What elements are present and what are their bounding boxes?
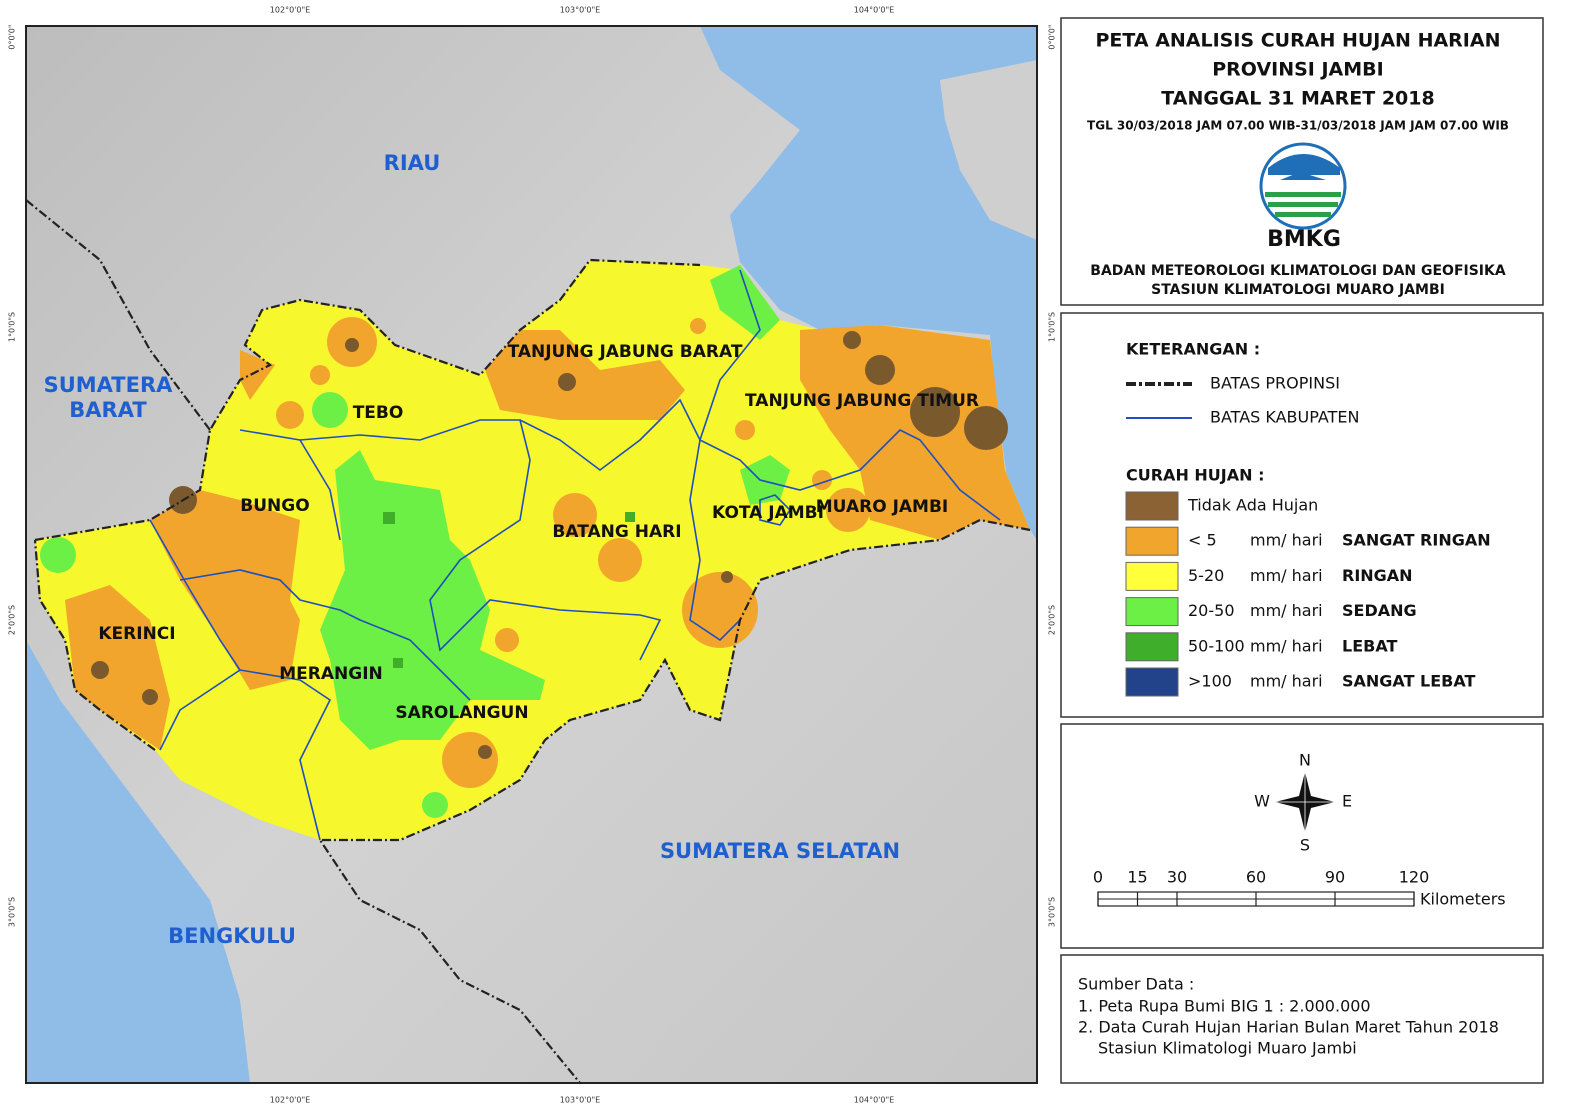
logo-text: BMKG [1267, 227, 1341, 252]
rain-dark-green [383, 512, 635, 668]
neighbor-label: BARAT [69, 398, 147, 422]
legend-class-name: SEDANG [1342, 601, 1417, 620]
legend-swatch [1125, 667, 1179, 697]
legend-unit: mm/ hari [1250, 672, 1323, 691]
regency-label: KOTA JAMBI [712, 503, 824, 523]
neighbor-label: BENGKULU [168, 924, 296, 948]
scale-tick-label: 60 [1246, 868, 1266, 887]
regency-boundaries [149, 269, 1001, 841]
title-line: TANGGAL 31 MARET 2018 [1161, 88, 1434, 110]
scale-tick-label: 90 [1325, 868, 1345, 887]
legend-range: 50-100 [1188, 636, 1245, 655]
longitude-label: 102°0'0"E [270, 6, 310, 15]
rain-green [40, 265, 790, 818]
regency-label: TANJUNG JABUNG BARAT [508, 342, 743, 362]
legend-title: KETERANGAN : [1126, 340, 1260, 359]
regency-label: MERANGIN [279, 664, 383, 684]
neighbor-label: SUMATERA [44, 373, 174, 397]
latitude-label: 1°0'0"S [8, 312, 17, 342]
compass-letter: N [1299, 751, 1311, 770]
regency-label: TANJUNG JABUNG TIMUR [745, 391, 979, 411]
source-line: 2. Data Curah Hujan Harian Bulan Maret T… [1078, 1018, 1499, 1037]
longitude-label: 103°0'0"E [560, 6, 600, 15]
scale-unit: Kilometers [1420, 890, 1506, 909]
latitude-label: 2°0'0"S [8, 605, 17, 635]
period: TGL 30/03/2018 JAM 07.00 WIB-31/03/2018 … [1087, 119, 1509, 133]
sea [26, 640, 250, 1083]
legend-line-label: BATAS PROPINSI [1210, 374, 1340, 393]
regency-label: TEBO [353, 403, 404, 423]
latitude-label: 0°0'0" [1048, 24, 1057, 49]
compass-box [1060, 723, 1544, 949]
panel-content: PETA ANALISIS CURAH HUJAN HARIAN PROVINSI… [1078, 30, 1509, 1058]
legend-class-name: SANGAT LEBAT [1342, 672, 1476, 691]
longitude-label: 103°0'0"E [560, 1096, 600, 1105]
latitude-label: 3°0'0"S [8, 897, 17, 927]
latitude-label: 2°0'0"S [1048, 605, 1057, 635]
compass-letter: S [1300, 836, 1310, 855]
legend-class-name: RINGAN [1342, 566, 1413, 585]
legend-unit: mm/ hari [1250, 601, 1323, 620]
rain-orange [65, 317, 1030, 788]
agency-line: STASIUN KLIMATOLOGI MUARO JAMBI [1151, 282, 1445, 298]
legend-unit: mm/ hari [1250, 566, 1323, 585]
compass-letter: E [1342, 792, 1352, 811]
regency-label: MUARO JAMBI [816, 497, 949, 517]
compass [1275, 772, 1335, 832]
legend-line-label: BATAS KABUPATEN [1210, 408, 1359, 427]
title-line: PETA ANALISIS CURAH HUJAN HARIAN [1095, 30, 1500, 52]
legend-class-label: Tidak Ada Hujan [1187, 496, 1318, 515]
latitude-label: 0°0'0" [8, 24, 17, 49]
legend-class-name: LEBAT [1342, 636, 1397, 655]
source-line: 1. Peta Rupa Bumi BIG 1 : 2.000.000 [1078, 997, 1371, 1016]
island [940, 60, 1037, 240]
scale-tick-label: 15 [1127, 868, 1147, 887]
latitude-label: 1°0'0"S [1048, 312, 1057, 342]
longitude-label: 104°0'0"E [854, 6, 894, 15]
regency-label: KERINCI [98, 624, 175, 644]
legend-range: 20-50 [1188, 601, 1235, 620]
legend-rain-title: CURAH HUJAN : [1126, 466, 1264, 485]
sea [700, 26, 1037, 540]
legend-swatch [1125, 526, 1179, 556]
neighbor-label: RIAU [384, 151, 441, 175]
legend-range: 5-20 [1188, 566, 1224, 585]
rain-brown [91, 331, 1008, 759]
longitude-label: 102°0'0"E [270, 1096, 310, 1105]
bmkg-logo [1259, 142, 1347, 230]
legend-unit: mm/ hari [1250, 636, 1323, 655]
scale-tick-label: 120 [1399, 868, 1430, 887]
province-boundary [26, 199, 1031, 1083]
source-box [1060, 954, 1544, 1084]
scale-tick-label: 0 [1093, 868, 1103, 887]
neighbor-label: SUMATERA SELATAN [660, 839, 900, 863]
regency-label: BUNGO [240, 496, 309, 516]
legend-swatch [1125, 597, 1179, 627]
legend-swatch [1125, 561, 1179, 591]
agency-line: BADAN METEOROLOGI KLIMATOLOGI DAN GEOFIS… [1090, 263, 1506, 279]
regency-label: SAROLANGUN [395, 703, 528, 723]
source-title: Sumber Data : [1078, 975, 1194, 994]
source-line: Stasiun Klimatologi Muaro Jambi [1098, 1039, 1357, 1058]
longitude-label: 104°0'0"E [854, 1096, 894, 1105]
scale-tick-label: 30 [1167, 868, 1187, 887]
compass-letter: W [1254, 792, 1270, 811]
legend-range: < 5 [1188, 531, 1217, 550]
title-line: PROVINSI JAMBI [1212, 59, 1383, 81]
regency-label: BATANG HARI [552, 522, 681, 542]
latitude-label: 3°0'0"S [1048, 897, 1057, 927]
map-frame [25, 25, 1038, 1084]
legend-swatch [1125, 491, 1179, 521]
legend-class-name: SANGAT RINGAN [1342, 531, 1491, 550]
legend-swatch [1125, 632, 1179, 662]
legend-range: >100 [1188, 672, 1232, 691]
legend-unit: mm/ hari [1250, 531, 1323, 550]
